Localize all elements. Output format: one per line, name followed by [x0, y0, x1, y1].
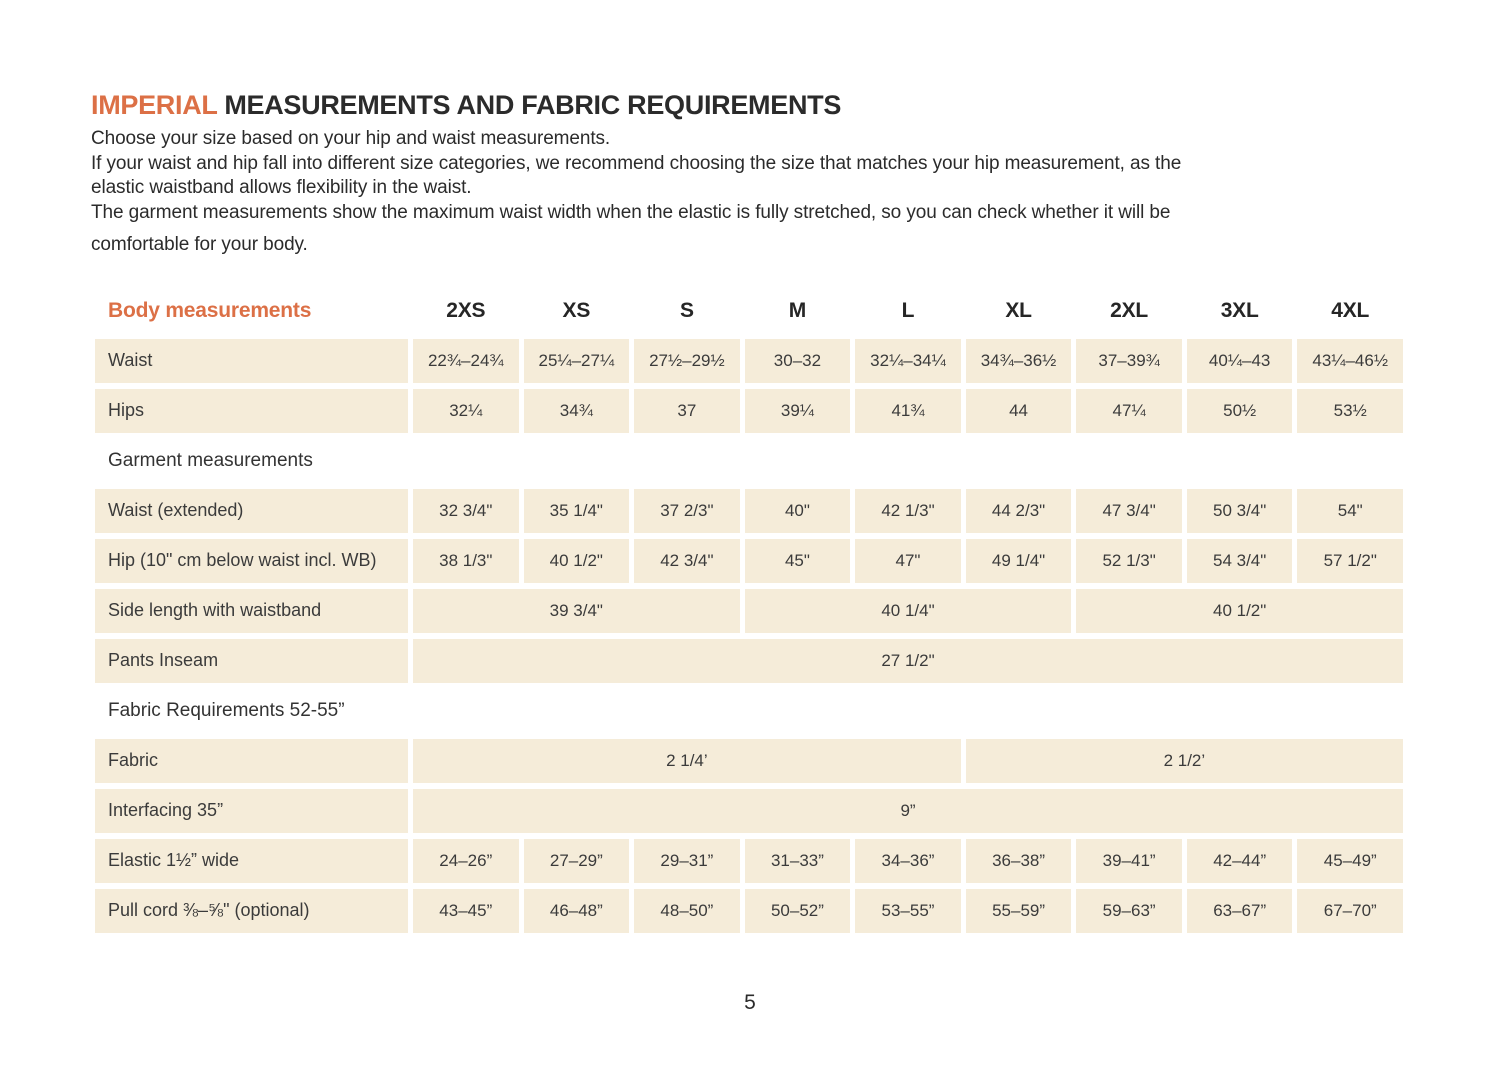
table-cell: 63–67” — [1186, 888, 1293, 933]
row-label: Pull cord ⅜–⅝" (optional) — [95, 888, 408, 933]
row-label: Hips — [95, 388, 408, 433]
intro-line: comfortable for your body. — [91, 234, 308, 255]
table-cell: 47¼ — [1076, 388, 1182, 433]
intro-line: The garment measurements show the maximu… — [91, 201, 1171, 223]
column-header-size-2xs: 2XS — [446, 298, 486, 322]
table-cell: 44 — [965, 388, 1072, 433]
row-label: Elastic 1½” wide — [95, 838, 408, 883]
table-cell: 46–48” — [523, 888, 630, 933]
row-label: Side length with waistband — [95, 588, 408, 633]
table-cell: 44 2/3" — [965, 488, 1072, 533]
intro-line: If your waist and hip fall into differen… — [91, 152, 1182, 174]
table-cell: 2 1/4’ — [413, 738, 961, 783]
table-cell: 49 1/4" — [965, 538, 1072, 583]
page-number: 5 — [744, 991, 756, 1014]
table-cell: 32¼ — [413, 388, 519, 433]
table-cell: 37–39¾ — [1076, 338, 1182, 383]
table-cell: 47" — [855, 538, 961, 583]
intro-line: elastic waistband allows flexibility in … — [91, 177, 472, 198]
row-label: Waist (extended) — [95, 488, 408, 533]
page-title: IMPERIAL MEASUREMENTS AND FABRIC REQUIRE… — [91, 88, 1409, 122]
table-cell: 25¼–27¼ — [523, 338, 630, 383]
page-content: IMPERIAL MEASUREMENTS AND FABRIC REQUIRE… — [91, 88, 1409, 933]
table-cell: 37 2/3" — [634, 488, 740, 533]
table-cell: 54 3/4" — [1186, 538, 1293, 583]
table-cell: 29–31” — [634, 838, 740, 883]
table-cell: 47 3/4" — [1076, 488, 1182, 533]
table-cell: 41¾ — [855, 388, 961, 433]
table-cell: 52 1/3" — [1076, 538, 1182, 583]
row-label: Interfacing 35” — [95, 788, 408, 833]
table-cell: 35 1/4" — [523, 488, 630, 533]
table-cell: 50½ — [1186, 388, 1293, 433]
table-cell: 34–36” — [855, 838, 961, 883]
table-cell: 37 — [634, 388, 740, 433]
table-cell: 34¾–36½ — [965, 338, 1072, 383]
row-label: Hip (10" cm below waist incl. WB) — [95, 538, 408, 583]
row-label: Fabric — [95, 738, 408, 783]
page-title-rest: MEASUREMENTS AND FABRIC REQUIREMENTS — [224, 90, 842, 120]
table-cell: 59–63” — [1076, 888, 1182, 933]
page-title-accent: IMPERIAL — [91, 90, 218, 120]
table-cell: 27 1/2" — [413, 638, 1403, 683]
table-cell: 32¼–34¼ — [855, 338, 961, 383]
column-header-size-2xl: 2XL — [1110, 298, 1149, 322]
table-cell: 38 1/3" — [413, 538, 519, 583]
table-cell: 22¾–24¾ — [413, 338, 519, 383]
table-cell: 30–32 — [744, 338, 851, 383]
table-cell: 45" — [744, 538, 851, 583]
column-header-size-xs: XS — [562, 298, 591, 322]
column-header-size-xl: XL — [1005, 298, 1032, 322]
table-cell: 54" — [1297, 488, 1403, 533]
table-cell: 50 3/4" — [1186, 488, 1293, 533]
table-cell: 67–70” — [1297, 888, 1403, 933]
section-label: Garment measurements — [108, 449, 313, 471]
column-header-size-3xl: 3XL — [1220, 298, 1259, 322]
table-cell: 39¼ — [744, 388, 851, 433]
table-cell: 50–52” — [744, 888, 851, 933]
table-cell: 40 1/4" — [744, 588, 1072, 633]
column-header-size-s: S — [679, 298, 694, 322]
table-cell: 9” — [413, 788, 1403, 833]
column-header-size-4xl: 4XL — [1331, 298, 1370, 322]
table-cell: 42 3/4" — [634, 538, 740, 583]
table-cell: 40¼–43 — [1186, 338, 1293, 383]
table-header-body-measurements: Body measurements — [108, 298, 312, 322]
intro-paragraphs: Choose your size based on your hip and w… — [91, 127, 1409, 258]
table-cell: 57 1/2" — [1297, 538, 1403, 583]
size-table: Body measurements 2XS XS S M L XL 2XL 3XL 4XL Wais… — [95, 289, 1403, 933]
table-cell: 55–59” — [965, 888, 1072, 933]
table-cell: 45–49” — [1297, 838, 1403, 883]
row-label: Waist — [95, 338, 408, 383]
table-cell: 39 3/4" — [413, 588, 740, 633]
table-cell: 32 3/4" — [413, 488, 519, 533]
table-cell: 2 1/2’ — [965, 738, 1403, 783]
table-cell: 27–29” — [523, 838, 630, 883]
table-cell: 40 1/2" — [523, 538, 630, 583]
table-cell: 42–44” — [1186, 838, 1293, 883]
table-cell: 34¾ — [523, 388, 630, 433]
table-cell: 36–38” — [965, 838, 1072, 883]
table-cell: 40 1/2" — [1076, 588, 1403, 633]
intro-line: Choose your size based on your hip and w… — [91, 128, 611, 149]
table-cell: 39–41” — [1076, 838, 1182, 883]
table-cell: 43¼–46½ — [1297, 338, 1403, 383]
table-cell: 53½ — [1297, 388, 1403, 433]
row-label: Pants Inseam — [95, 638, 408, 683]
table-cell: 42 1/3" — [855, 488, 961, 533]
table-cell: 53–55” — [855, 888, 961, 933]
section-label: Fabric Requirements 52-55” — [108, 699, 345, 721]
table-cell: 24–26” — [413, 838, 519, 883]
column-header-size-m: M — [788, 298, 807, 322]
table-cell: 31–33” — [744, 838, 851, 883]
table-cell: 43–45” — [413, 888, 519, 933]
table-cell: 48–50” — [634, 888, 740, 933]
column-header-size-l: L — [901, 298, 915, 322]
table-cell: 40" — [744, 488, 851, 533]
table-cell: 27½–29½ — [634, 338, 740, 383]
